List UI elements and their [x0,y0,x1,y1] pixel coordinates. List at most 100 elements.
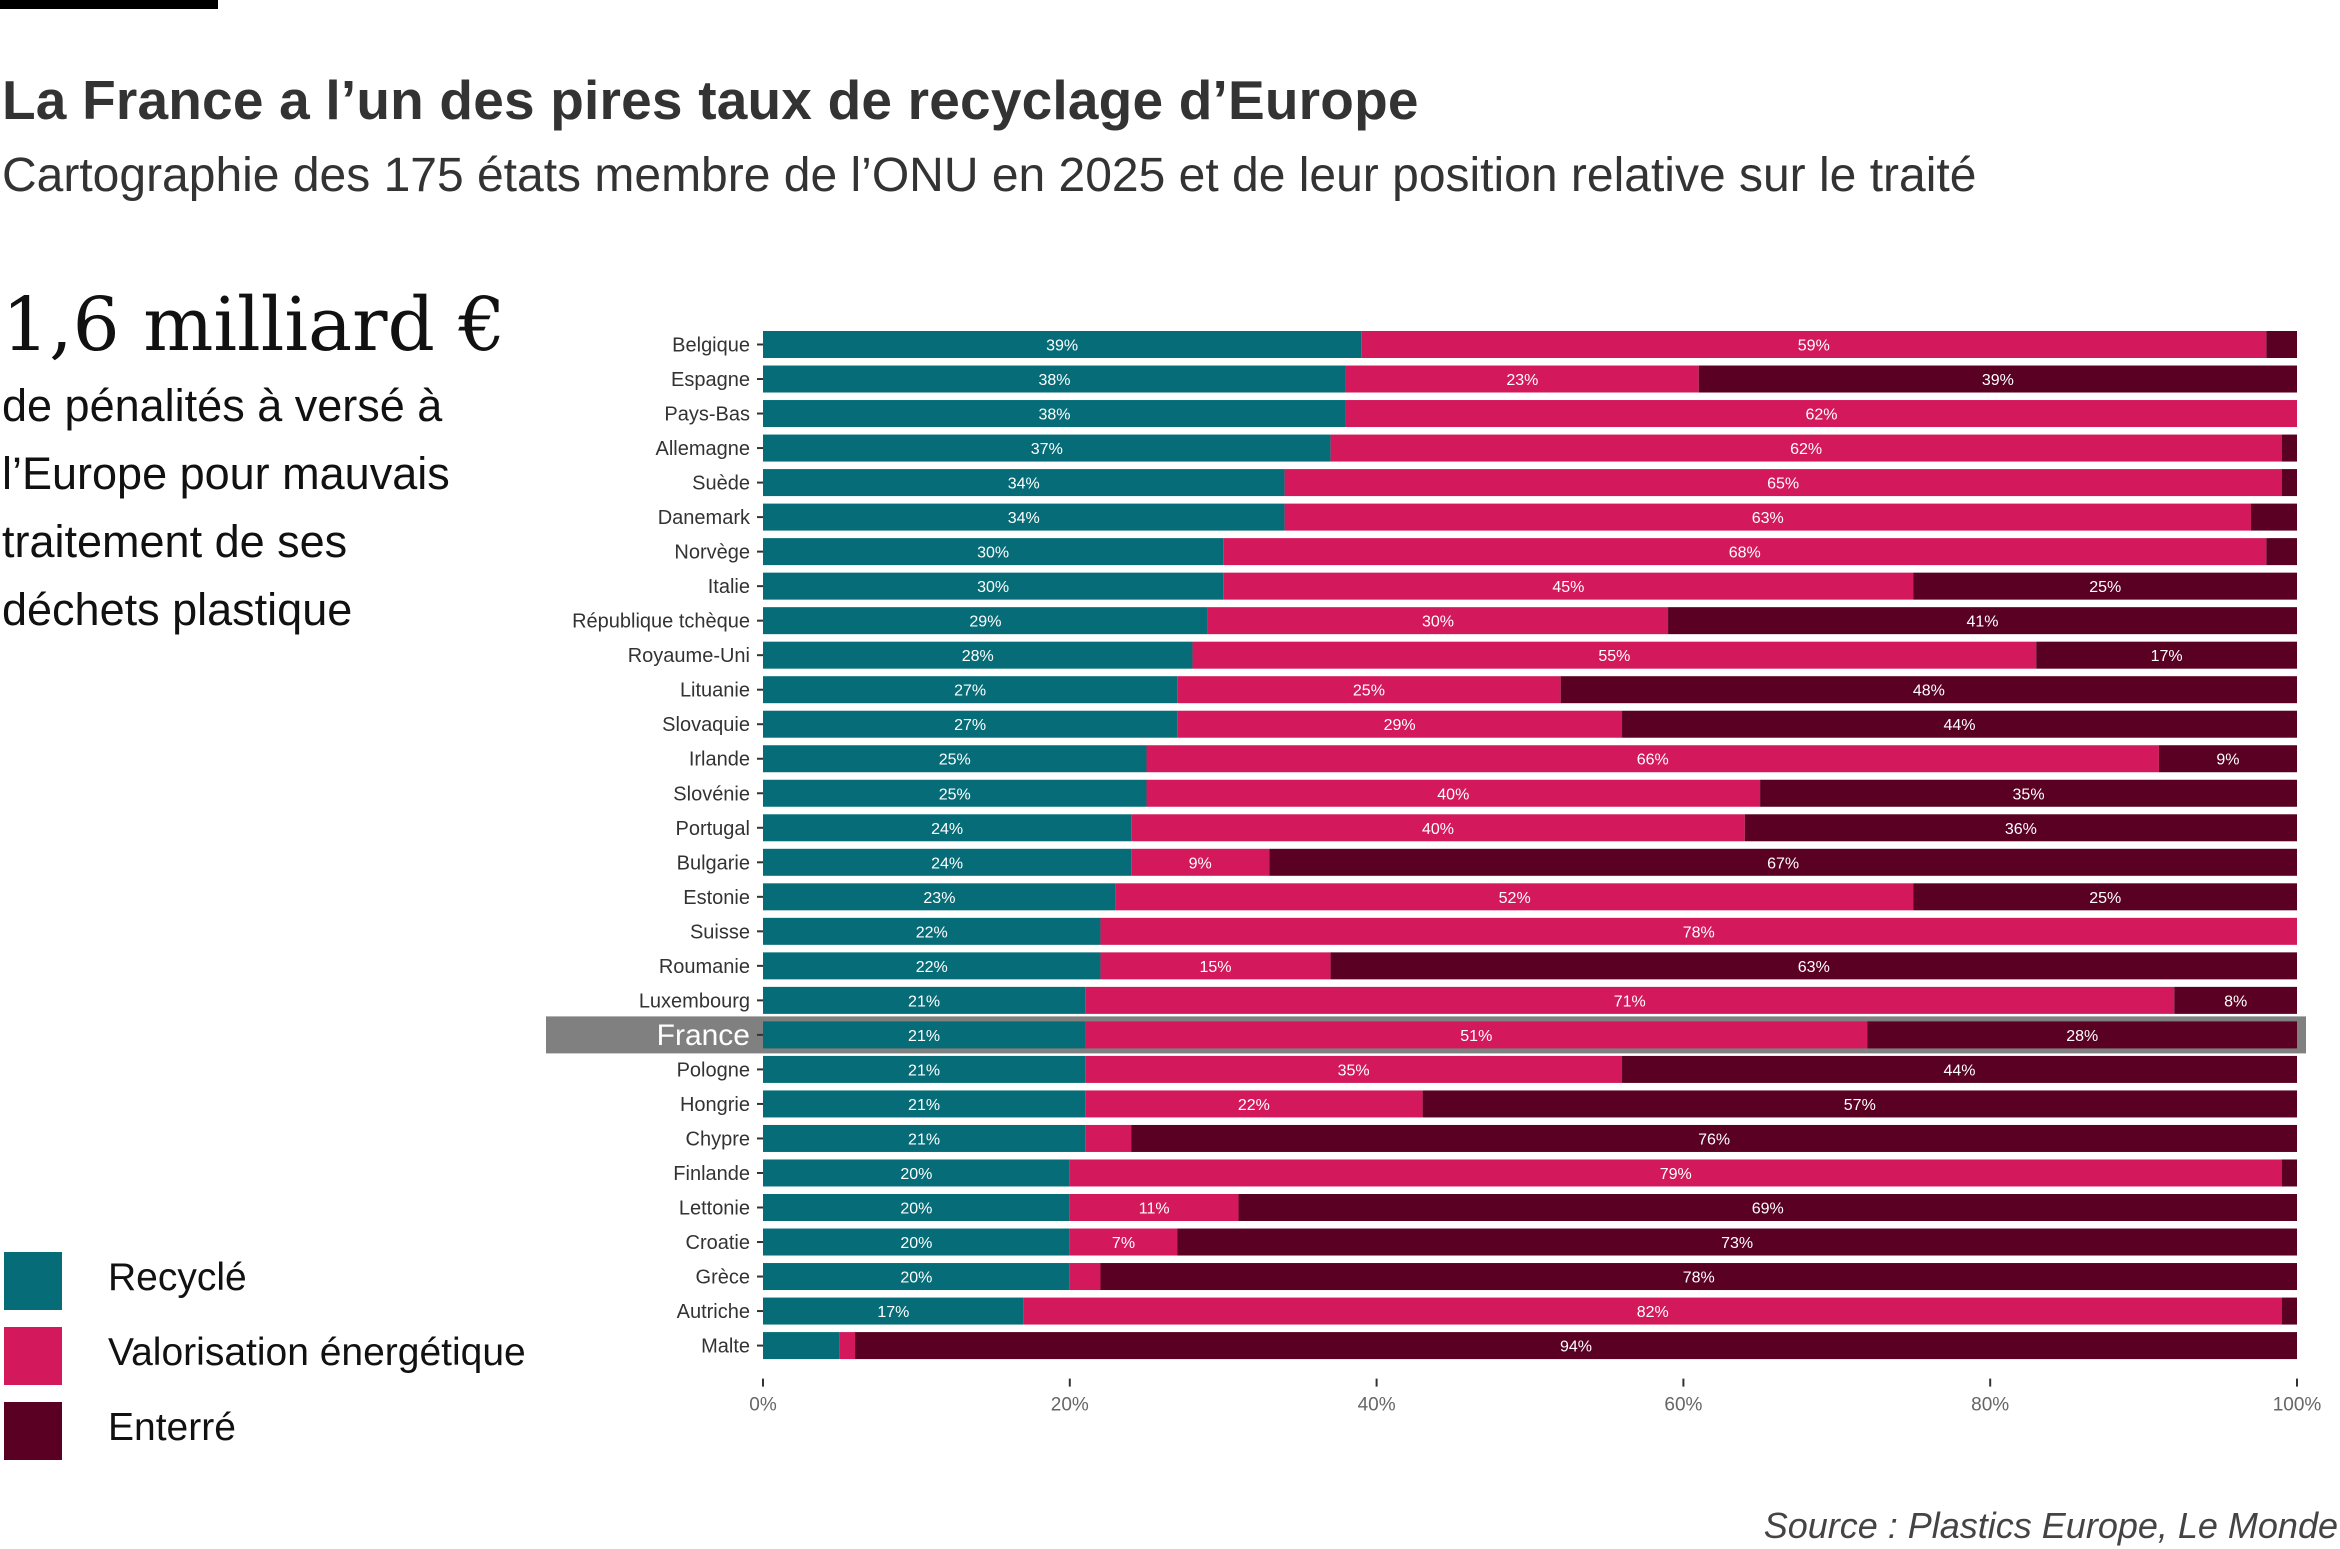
penalty-description-line: l’Europe pour mauvais [2,448,450,499]
bar-segment [763,986,1086,1014]
data-label: 8% [2224,993,2247,1010]
data-label: 52% [1499,890,1531,907]
bar-segment [1361,331,2267,358]
data-label: 39% [1046,338,1078,355]
bar-segment [763,848,1132,876]
data-label: 66% [1637,752,1669,769]
bar-segment [2174,986,2297,1014]
data-label: 45% [1552,579,1584,596]
penalty-description-line: déchets plastique [2,584,353,635]
legend-swatch-enterre [4,1402,62,1460]
bar-segment [1284,469,2282,497]
legend-swatch-valorisation [4,1327,62,1385]
data-label: 41% [1967,614,1999,631]
bar-segment [1085,1021,1868,1049]
data-label: 27% [954,717,986,734]
data-label: 24% [931,821,963,838]
data-label: 51% [1460,1028,1492,1045]
data-label: 11% [1139,1201,1170,1218]
bar-segment [2281,469,2297,497]
category-label: Allemagne [655,438,750,460]
bar-segment [1146,779,1761,807]
bar-segment [1177,1228,2297,1256]
data-label: 69% [1752,1201,1784,1218]
bar-segment [763,745,1147,773]
data-label: 30% [977,579,1009,596]
chart-subtitle: Cartographie des 175 états membre de l’O… [2,149,1977,202]
bar-segment [1867,1021,2297,1049]
category-label: Espagne [671,369,750,391]
bar-segment [763,400,1346,428]
data-label: 25% [939,752,971,769]
penalty-description-line: traitement de ses [2,516,348,567]
data-label: 44% [1944,717,1976,734]
bar-segment [1131,1124,2297,1152]
bar-segment [2281,1159,2297,1187]
bar-segment [763,676,1178,704]
bar-segment [1100,952,1331,980]
bar-segment [1345,365,1699,393]
data-label: 48% [1913,683,1945,700]
bar-segment [1698,365,2297,393]
bar-segment [1177,676,1561,704]
bar-segment [763,814,1132,842]
data-label: 30% [1422,614,1454,631]
bar-segment [1913,572,2297,600]
bar-segment [1422,1090,2297,1118]
bar-segment [1207,607,1669,635]
data-label: 71% [1614,993,1646,1010]
x-tick-label: 40% [1358,1395,1396,1416]
bar-segment [2281,1297,2297,1325]
data-label: 25% [1353,683,1385,700]
data-label: 65% [1767,476,1799,493]
bar-segment [763,1263,1070,1291]
bar-segment [1085,986,2175,1014]
data-label: 67% [1767,855,1799,872]
source-note: Source : Plastics Europe, Le Monde [1763,1505,2338,1546]
bar-segment [763,607,1208,635]
data-label: 76% [1698,1131,1730,1148]
data-label: 37% [1031,441,1063,458]
x-tick-label: 80% [1971,1395,2009,1416]
data-label: 9% [1189,855,1212,872]
x-tick-label: 20% [1051,1395,1089,1416]
bar-segment [1146,745,2159,773]
category-label: Norvège [674,542,750,564]
bar-segment [1100,1263,2297,1291]
data-label: 29% [1384,717,1416,734]
category-label: Pologne [677,1059,750,1081]
bar-segment [763,1228,1070,1256]
data-label: 29% [969,614,1001,631]
category-label: Malte [701,1336,750,1358]
category-label: Suède [692,473,750,495]
bar-segment [839,1332,856,1360]
bar-segment [1238,1194,2297,1221]
x-tick-label: 0% [749,1395,777,1416]
data-label: 30% [977,545,1009,562]
bar-segment [2281,434,2297,462]
bar-segment [1622,1055,2297,1083]
data-label: 63% [1752,510,1784,527]
data-label: 35% [2013,786,2045,803]
bar-segment [763,365,1346,393]
bar-segment [763,1090,1086,1118]
bar-segment [1069,1263,1101,1291]
bar-segment [763,331,1362,358]
bar-segment [1560,676,2297,704]
data-label: 21% [908,1097,940,1114]
data-label: 78% [1683,924,1715,941]
bar-segment [763,1159,1070,1187]
bar-segment [763,1297,1024,1325]
bar-segment [1345,400,2297,428]
bar-segment [1284,503,2251,531]
data-label: 38% [1038,407,1070,424]
category-label: Bulgarie [677,852,750,874]
data-label: 21% [908,1131,940,1148]
bar-segment [763,952,1101,980]
bar-segment [1269,848,2297,876]
x-tick-label: 100% [2273,1395,2322,1416]
category-label: Lituanie [680,680,750,702]
category-label: Hongrie [680,1094,750,1116]
category-label: Grèce [696,1267,750,1289]
bar-segment [1069,1228,1178,1256]
